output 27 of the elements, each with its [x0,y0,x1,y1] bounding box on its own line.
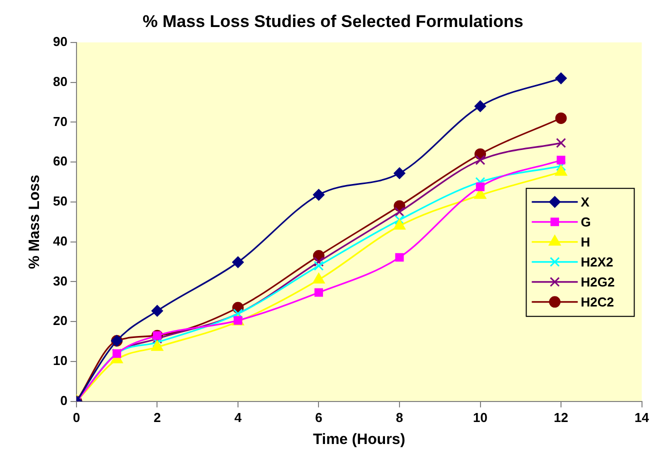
y-tick-label: 40 [52,233,68,248]
legend-label: G [580,214,591,230]
y-tick-label: 70 [52,114,68,129]
x-tick-label: 4 [234,410,242,425]
legend-label: H [580,234,590,250]
y-tick-label: 20 [52,313,68,328]
y-tick-label: 60 [52,154,68,169]
legend-label: H2C2 [580,294,614,310]
x-tick-label: 0 [72,410,80,425]
x-tick-label: 12 [554,410,568,425]
y-tick-label: 50 [52,194,68,209]
x-tick-label: 6 [315,410,322,425]
legend-label: H2G2 [580,274,615,290]
legend-label: H2X2 [580,254,614,270]
y-tick-label: 10 [52,353,68,368]
y-tick-label: 90 [52,34,68,49]
x-tick-label: 2 [154,410,161,425]
x-tick-label: 8 [396,410,404,425]
chart-title: % Mass Loss Studies of Selected Formulations [142,12,524,31]
y-tick-label: 0 [60,392,68,408]
y-tick-label: 30 [52,273,68,288]
x-axis-title: Time (Hours) [313,431,406,448]
legend-label: X [580,194,590,210]
y-axis-title: % Mass Loss [26,174,44,270]
x-tick-label: 14 [634,410,650,425]
y-tick-label: 80 [52,74,68,89]
x-tick-label: 10 [473,410,488,425]
